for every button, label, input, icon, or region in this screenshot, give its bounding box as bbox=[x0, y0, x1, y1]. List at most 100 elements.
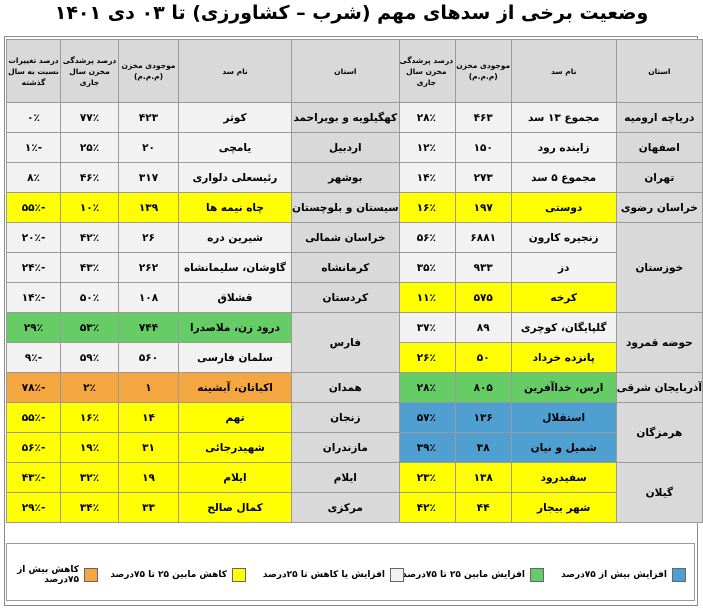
dam-cell: گلپایگان، کوچری bbox=[510, 312, 617, 343]
fill-cell: ۷۷٪ bbox=[60, 102, 119, 133]
fill-cell: ۴۶٪ bbox=[60, 162, 119, 193]
legend-label: افزایش مابین ۲۵ تا ۷۵درصد bbox=[402, 570, 525, 580]
fill-cell: ۱۰٪ bbox=[60, 192, 119, 223]
legend-item: افزایش مابین ۲۵ تا ۷۵درصد bbox=[402, 568, 544, 582]
storage-cell: ۱۳۹ bbox=[118, 192, 179, 223]
dam-cell: استقلال bbox=[510, 402, 617, 433]
table-row: فارس درود زن، ملاصدرا ۷۴۴ ۵۳٪ ۲۹٪ bbox=[6, 312, 400, 373]
storage-cell: ۳۸ bbox=[454, 432, 512, 463]
change-cell: -۵۶٪ bbox=[6, 432, 61, 463]
province-cell: مازندران bbox=[291, 432, 400, 463]
dam-cell: ایلام bbox=[178, 462, 292, 493]
fill-cell: ۴۳٪ bbox=[60, 252, 119, 283]
header-change: درصد تغییرات نسبت به سال گذشته bbox=[6, 39, 61, 103]
legend-swatch bbox=[232, 568, 246, 582]
fill-cell: ۲۵٪ bbox=[60, 132, 119, 163]
legend-swatch bbox=[390, 568, 404, 582]
storage-cell: ۲۷۳ bbox=[454, 162, 512, 193]
dam-cell: شهیدرجائی bbox=[178, 432, 292, 463]
province-cell: همدان bbox=[291, 372, 400, 403]
province-cell: اردبیل bbox=[291, 132, 400, 163]
province-cell: اصفهان bbox=[615, 132, 703, 163]
legend-label: کاهش بیش از ۷۵درصد bbox=[17, 565, 79, 585]
fill-cell: ۳۹٪ bbox=[396, 432, 456, 463]
fill-cell: ۳۲٪ bbox=[60, 462, 119, 493]
table-row: کرمانشاه گاوشان، سلیمانشاه ۲۶۲ ۴۳٪ -۲۴٪ bbox=[6, 252, 400, 283]
legend-label: کاهش مابین ۲۵ تا ۷۵درصد bbox=[110, 570, 227, 580]
province-cell: فارس bbox=[291, 312, 400, 373]
header-dam: نام سد bbox=[510, 39, 617, 103]
header-storage: موجودی مخزن (م.م.م) bbox=[454, 39, 512, 103]
storage-cell: ۵۶۰ bbox=[118, 342, 179, 373]
dam-cell: اکباتان، آبشینه bbox=[178, 372, 292, 403]
fill-cell: ۴۲٪ bbox=[396, 492, 456, 523]
dam-cell: زنجیره کارون bbox=[510, 222, 617, 253]
legend-item: کاهش بیش از ۷۵درصد bbox=[7, 565, 98, 585]
header-province: استان bbox=[291, 39, 400, 103]
fill-cell: ۳۷٪ bbox=[396, 312, 456, 343]
dam-cell: دوستی bbox=[510, 192, 617, 223]
left-dam-table: استان نام سد موجودی مخزن (م.م.م) درصد پرشدگ… bbox=[6, 39, 400, 523]
province-cell: دریاچه ارومیه bbox=[615, 102, 703, 133]
legend-label: افزایش بیش از ۷۵درصد bbox=[561, 570, 667, 580]
header-fill: درصد پرشدگی مخزن سال جاری bbox=[60, 39, 119, 103]
province-cell: گیلان bbox=[615, 462, 703, 523]
storage-cell: ۴۶۳ bbox=[454, 102, 512, 133]
change-cell: ۸٪ bbox=[6, 162, 61, 193]
fill-cell: ۵۳٪ bbox=[60, 312, 119, 343]
province-cell: کهگیلویه و بویراحمد bbox=[291, 102, 400, 133]
legend-swatch bbox=[84, 568, 98, 582]
table-row: همدان اکباتان، آبشینه ۱ ۲٪ -۷۸٪ bbox=[6, 372, 400, 403]
dam-cell: درود زن، ملاصدرا bbox=[178, 312, 292, 343]
province-cell: ایلام bbox=[291, 462, 400, 493]
header-storage: موجودی مخزن (م.م.م) bbox=[118, 39, 179, 103]
province-cell: مرکزی bbox=[291, 492, 400, 523]
storage-cell: ۳۳ bbox=[118, 492, 179, 523]
fill-cell: ۲۸٪ bbox=[396, 102, 456, 133]
table-row: زنجان تهم ۱۴ ۱۶٪ -۵۵٪ bbox=[6, 402, 400, 433]
fill-cell: ۱۴٪ bbox=[396, 162, 456, 193]
storage-cell: ۲۶۲ bbox=[118, 252, 179, 283]
storage-cell: ۱۳۶ bbox=[454, 402, 512, 433]
header-fill: درصد پرشدگی مخزن سال جاری bbox=[396, 39, 456, 103]
header-dam: نام سد bbox=[178, 39, 292, 103]
dam-cell: کرخه bbox=[510, 282, 617, 313]
change-cell: -۷۸٪ bbox=[6, 372, 61, 403]
storage-cell: ۱۰۸ bbox=[118, 282, 179, 313]
dam-cell: دز bbox=[510, 252, 617, 283]
fill-cell: ۲۸٪ bbox=[396, 372, 456, 403]
fill-cell: ۵۶٪ bbox=[396, 222, 456, 253]
storage-cell: ۱۳۸ bbox=[454, 462, 512, 493]
change-cell: -۲۹٪ bbox=[6, 492, 61, 523]
fill-cell: ۱۶٪ bbox=[396, 192, 456, 223]
fill-cell: ۵۹٪ bbox=[60, 342, 119, 373]
legend-swatch bbox=[672, 568, 686, 582]
province-cell: آذربایجان شرقی bbox=[615, 372, 703, 403]
storage-cell: ۳۱۷ bbox=[118, 162, 179, 193]
page-title: وضعیت برخی از سدهای مهم (شرب – کشاورزی) … bbox=[54, 2, 649, 24]
change-cell: ۲۹٪ bbox=[6, 312, 61, 343]
dam-cell: چاه نیمه ها bbox=[178, 192, 292, 223]
dam-cell: رئیسعلی دلواری bbox=[178, 162, 292, 193]
storage-cell: ۴۴ bbox=[454, 492, 512, 523]
storage-cell: ۱۹۷ bbox=[454, 192, 512, 223]
change-cell: -۴۳٪ bbox=[6, 462, 61, 493]
change-cell: -۵۵٪ bbox=[6, 192, 61, 223]
dam-cell: شمیل و نیان bbox=[510, 432, 617, 463]
province-cell: کردستان bbox=[291, 282, 400, 313]
province-cell: خراسان رضوی bbox=[615, 192, 703, 223]
dam-cell: قشلاق bbox=[178, 282, 292, 313]
fill-cell: ۳۴٪ bbox=[60, 492, 119, 523]
fill-cell: ۵۷٪ bbox=[396, 402, 456, 433]
legend-label: افزایش یا کاهش تا ۲۵درصد bbox=[262, 570, 385, 580]
storage-cell: ۴۲۳ bbox=[118, 102, 179, 133]
storage-cell: ۱۵۰ bbox=[454, 132, 512, 163]
dam-cell: مجموع ۵ سد bbox=[510, 162, 617, 193]
right-dam-table: استان نام سد موجودی مخزن (م.م.م) درصد پرشدگ… bbox=[368, 39, 703, 523]
storage-cell: ۱۴ bbox=[118, 402, 179, 433]
table-row: مرکزی کمال صالح ۳۳ ۳۴٪ -۲۹٪ bbox=[6, 492, 400, 523]
table-row: کردستان قشلاق ۱۰۸ ۵۰٪ -۱۴٪ bbox=[6, 282, 400, 313]
